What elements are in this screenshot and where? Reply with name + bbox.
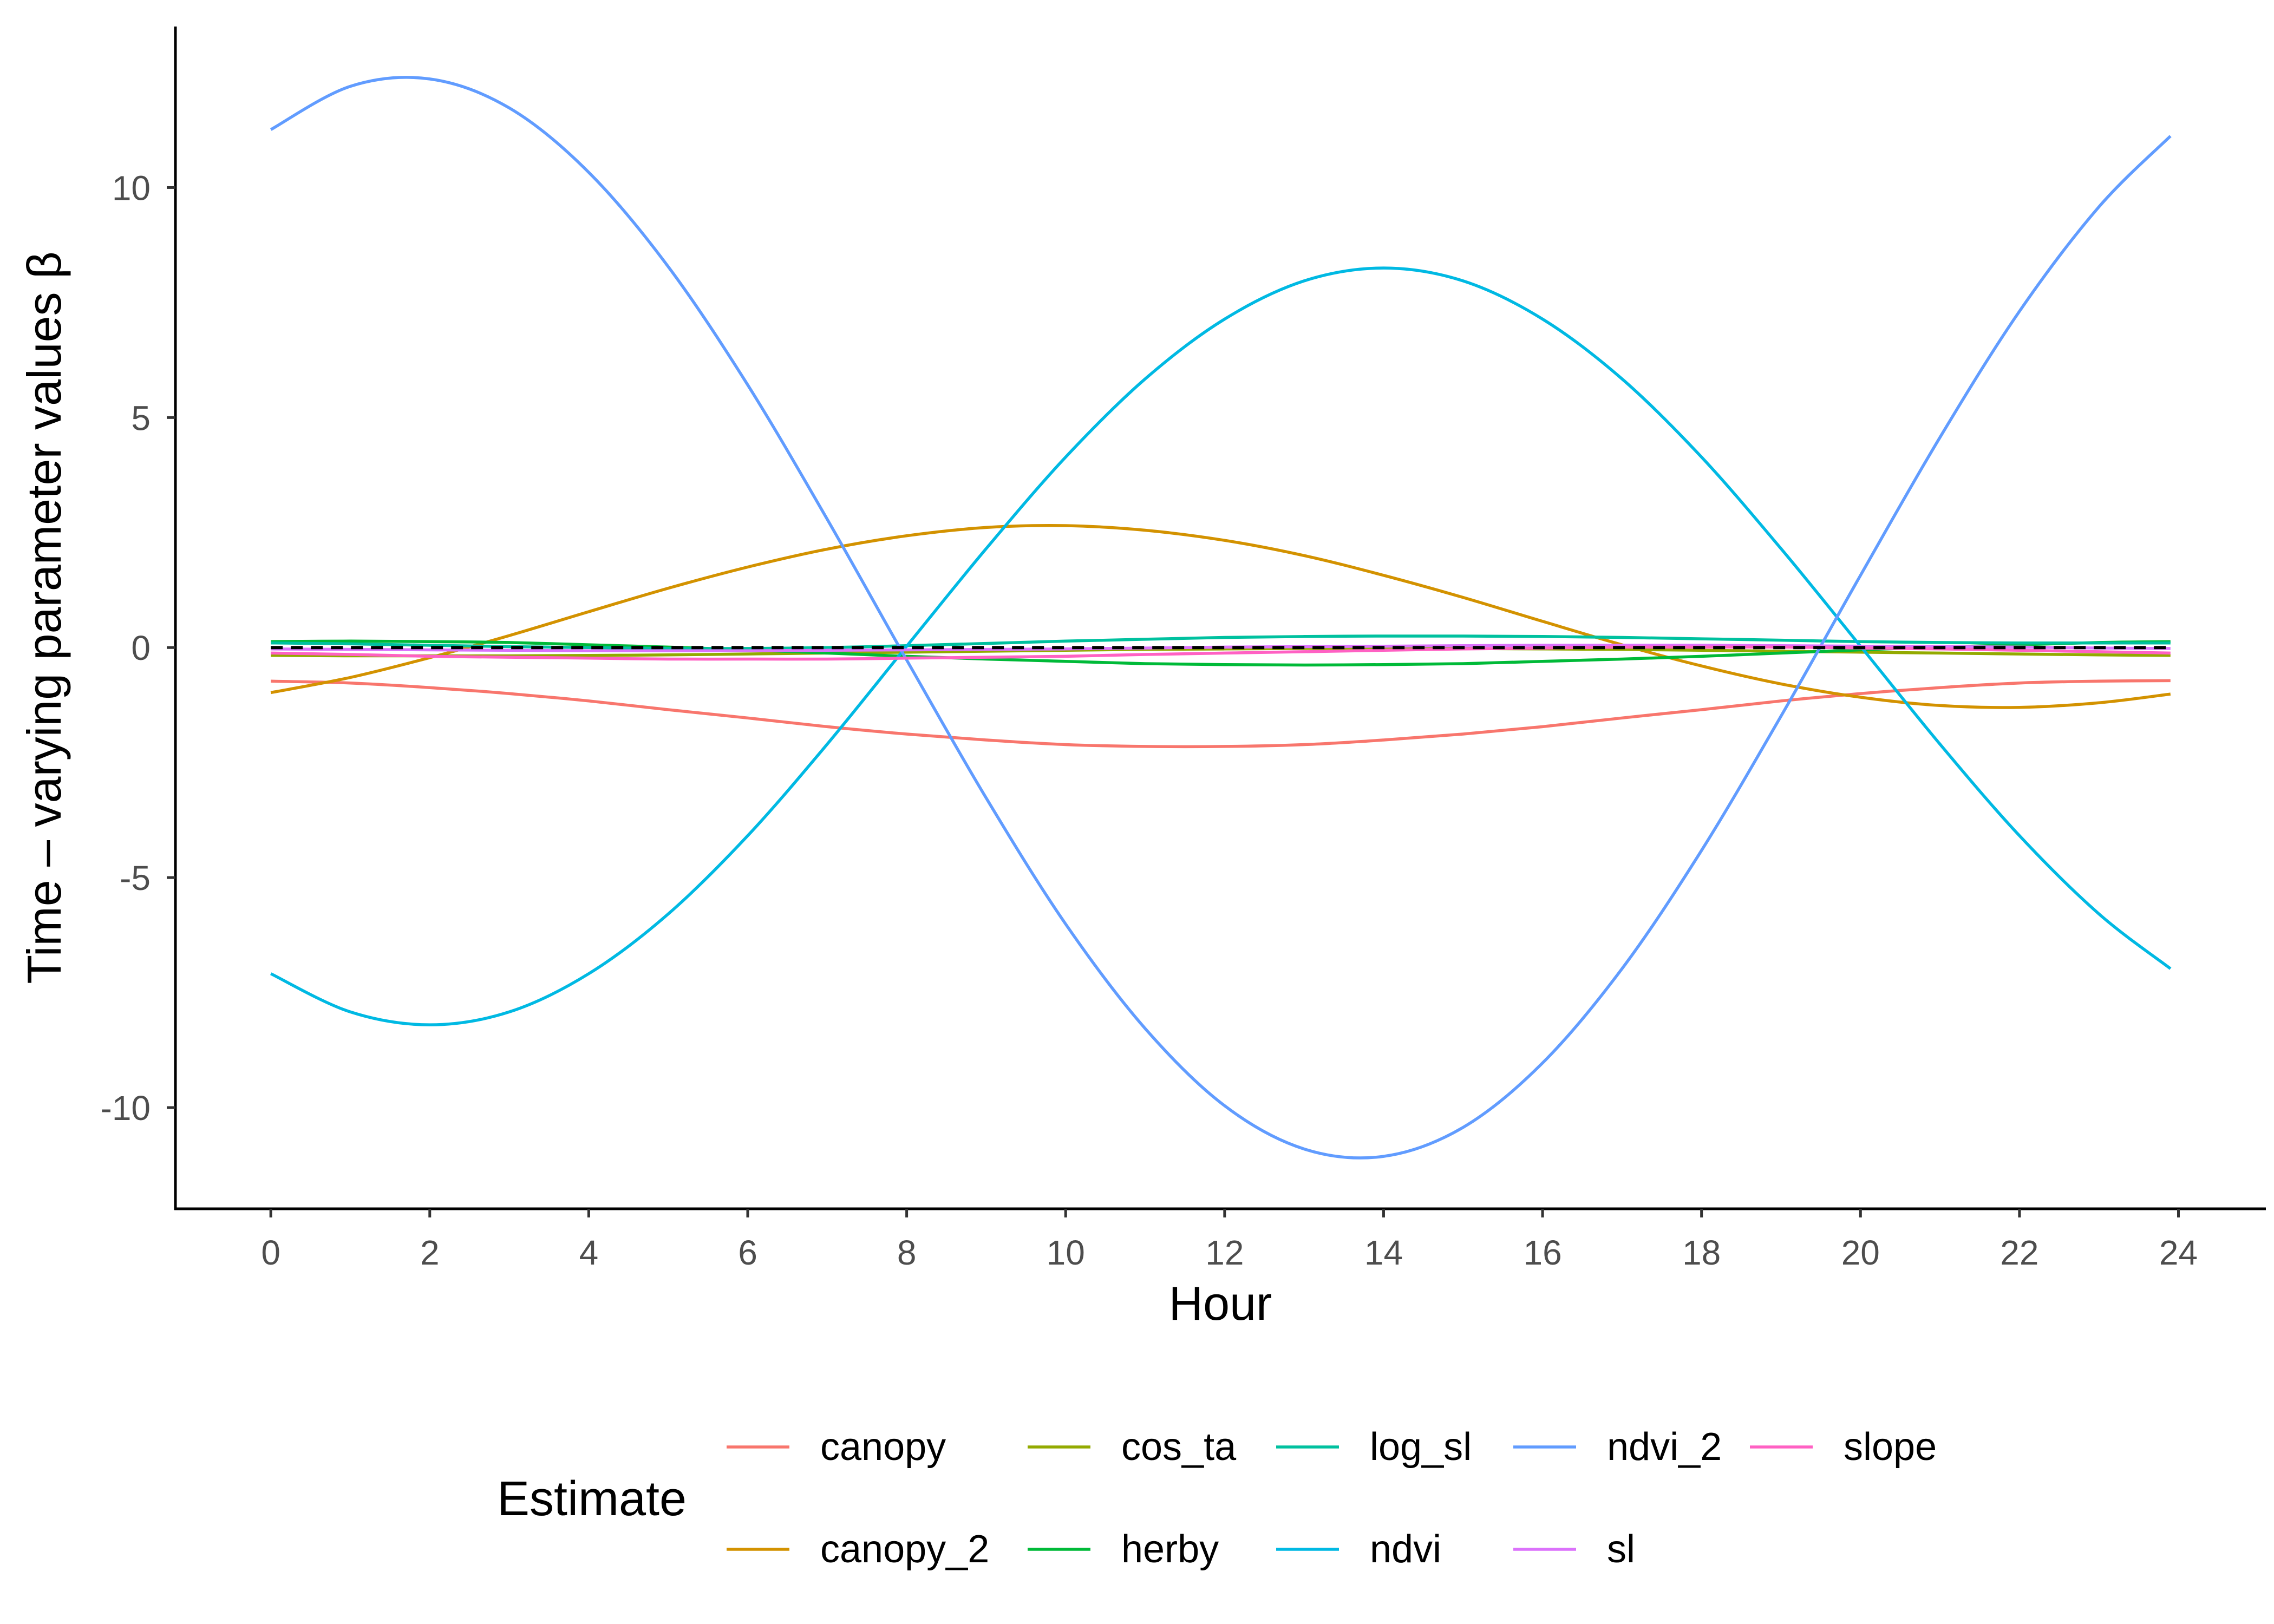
x-tick-label: 0 bbox=[261, 1233, 280, 1272]
legend-label: ndvi_2 bbox=[1607, 1425, 1722, 1469]
series-lines bbox=[270, 76, 2172, 1160]
legend-item-slope: slope bbox=[1750, 1425, 1937, 1469]
legend-title: Estimate bbox=[497, 1472, 687, 1526]
y-axis-ticks: -10 -5 0 5 10 bbox=[101, 168, 175, 1128]
legend-item-ndvi: ndvi bbox=[1276, 1528, 1441, 1571]
x-tick-label: 20 bbox=[1841, 1233, 1880, 1272]
series-line-canopy bbox=[271, 679, 2171, 749]
y-tick-label: 0 bbox=[131, 628, 151, 667]
series-line-ndvi_2 bbox=[270, 76, 2172, 1160]
legend-label: herby bbox=[1121, 1528, 1219, 1571]
legend-label: cos_ta bbox=[1121, 1425, 1237, 1469]
y-tick-label: 10 bbox=[112, 168, 151, 207]
x-tick-label: 24 bbox=[2159, 1233, 2198, 1272]
x-axis-ticks: 0 2 4 6 8 10 12 14 16 18 20 22 24 bbox=[261, 1209, 2198, 1272]
x-tick-label: 16 bbox=[1523, 1233, 1561, 1272]
series-line-cos_ta bbox=[271, 647, 2171, 658]
y-tick-label: -5 bbox=[120, 859, 151, 898]
legend-item-cos_ta: cos_ta bbox=[1028, 1425, 1237, 1469]
x-tick-label: 14 bbox=[1364, 1233, 1403, 1272]
y-tick-label: -10 bbox=[101, 1089, 151, 1128]
x-tick-label: 8 bbox=[897, 1233, 917, 1272]
series-line-ndvi bbox=[270, 266, 2172, 1026]
x-tick-label: 2 bbox=[420, 1233, 440, 1272]
y-axis-title: Time – varying parameter values β bbox=[17, 251, 71, 984]
legend-label: canopy_2 bbox=[820, 1528, 989, 1571]
legend-label: sl bbox=[1607, 1528, 1635, 1571]
series-line-canopy_2 bbox=[270, 524, 2171, 709]
x-tick-label: 12 bbox=[1205, 1233, 1244, 1272]
legend-label: ndvi bbox=[1370, 1528, 1441, 1571]
x-tick-label: 18 bbox=[1682, 1233, 1721, 1272]
legend-item-herby: herby bbox=[1028, 1528, 1219, 1571]
legend-item-ndvi_2: ndvi_2 bbox=[1513, 1425, 1722, 1469]
series-line-herby bbox=[271, 639, 2171, 667]
x-tick-label: 22 bbox=[2000, 1233, 2038, 1272]
legend-item-canopy_2: canopy_2 bbox=[727, 1528, 989, 1571]
legend-label: log_sl bbox=[1370, 1425, 1472, 1469]
legend-item-sl: sl bbox=[1513, 1528, 1635, 1571]
series-line-log_sl bbox=[271, 634, 2171, 650]
y-tick-label: 5 bbox=[131, 398, 151, 437]
legend-item-canopy: canopy bbox=[727, 1425, 946, 1469]
x-tick-label: 4 bbox=[579, 1233, 599, 1272]
legend-label: canopy bbox=[820, 1425, 946, 1469]
legend-item-log_sl: log_sl bbox=[1276, 1425, 1472, 1469]
x-axis-title: Hour bbox=[1169, 1276, 1272, 1330]
x-tick-label: 10 bbox=[1047, 1233, 1085, 1272]
legend-label: slope bbox=[1844, 1425, 1937, 1469]
x-tick-label: 6 bbox=[738, 1233, 757, 1272]
